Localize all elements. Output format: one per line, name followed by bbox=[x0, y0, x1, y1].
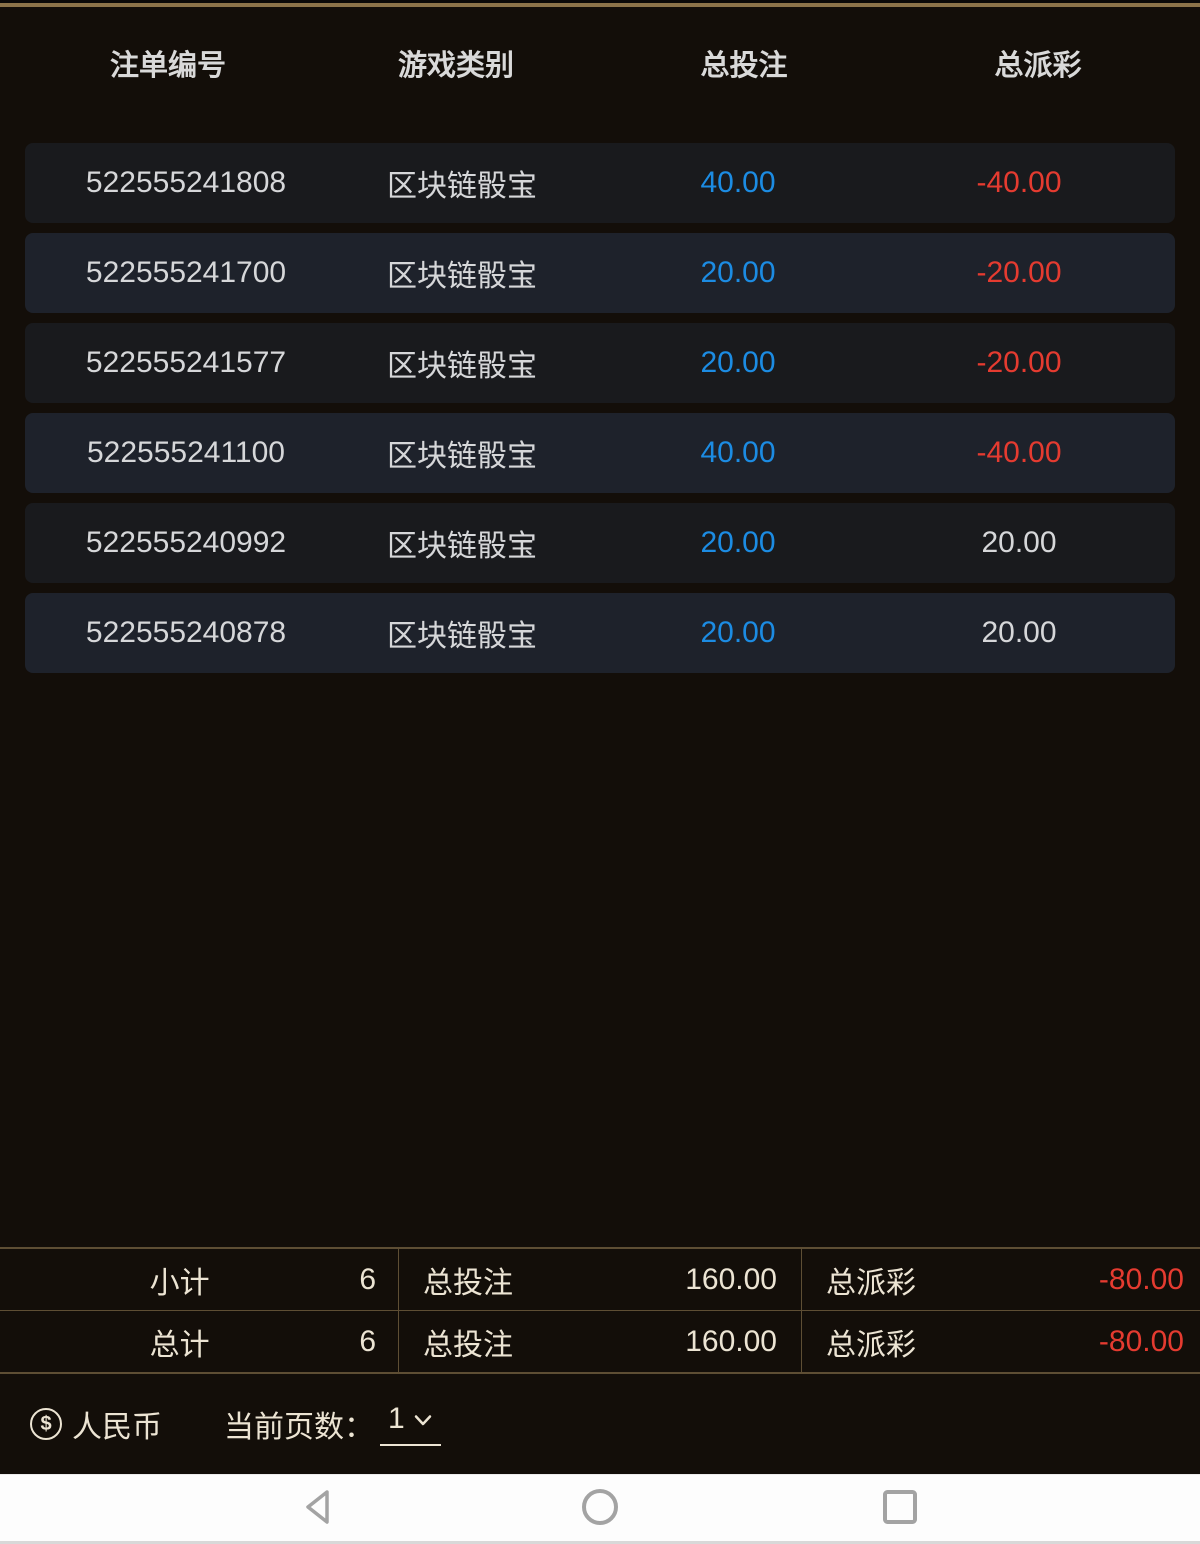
currency-dollar-icon: $ bbox=[30, 1408, 62, 1440]
back-triangle-icon bbox=[306, 1489, 329, 1524]
footer-bar: $ 人民币 当前页数： 1 bbox=[0, 1374, 1200, 1474]
empty-area bbox=[0, 673, 1200, 1247]
bet-id-cell: 522555241100 bbox=[87, 436, 285, 469]
total-bet-cell: 20.00 bbox=[700, 346, 776, 379]
table-header: 注单编号 游戏类别 总投注 总派彩 bbox=[0, 7, 1200, 119]
table-row[interactable]: 522555241100 区块链骰宝 40.00 -40.00 bbox=[25, 413, 1175, 493]
bet-id-cell: 522555240878 bbox=[85, 616, 287, 649]
bet-id-cell: 522555241700 bbox=[85, 256, 287, 289]
total-bet-label: 总投注 bbox=[423, 1328, 513, 1362]
gold-divider-line bbox=[0, 3, 1200, 7]
table-row[interactable]: 522555241700 区块链骰宝 20.00 -20.00 bbox=[25, 233, 1175, 313]
total-payout-cell: -20.00 bbox=[976, 346, 1062, 379]
game-type-cell: 区块链骰宝 bbox=[387, 350, 537, 383]
total-label: 总计 bbox=[149, 1328, 210, 1362]
nav-home-button[interactable] bbox=[580, 1487, 620, 1527]
total-bet-value: 160.00 bbox=[685, 1324, 777, 1358]
android-navigation-bar bbox=[0, 1474, 1200, 1544]
subtotal-bet-label: 总投注 bbox=[423, 1266, 513, 1300]
bet-list: 522555241808 区块链骰宝 40.00 -40.00 52255524… bbox=[25, 143, 1175, 673]
home-circle-icon bbox=[582, 1488, 618, 1525]
bet-id-cell: 522555241808 bbox=[85, 166, 287, 199]
game-type-cell: 区块链骰宝 bbox=[387, 620, 537, 653]
total-bet-cell: 40.00 bbox=[700, 436, 776, 469]
summary-table: 小计 6 总投注 160.00 总派彩 -80.00 总计 6 总投注 160.… bbox=[0, 1247, 1200, 1374]
currency-label: 人民币 bbox=[72, 1411, 162, 1444]
top-strip bbox=[0, 0, 1200, 3]
table-row[interactable]: 522555240992 区块链骰宝 20.00 20.00 bbox=[25, 503, 1175, 583]
recents-square-icon bbox=[883, 1489, 917, 1524]
bet-id-cell: 522555240992 bbox=[85, 526, 287, 559]
table-row[interactable]: 522555241808 区块链骰宝 40.00 -40.00 bbox=[25, 143, 1175, 223]
total-payout-cell: -40.00 bbox=[976, 166, 1062, 199]
total-bet-cell: 20.00 bbox=[700, 526, 776, 559]
subtotal-label: 小计 bbox=[149, 1266, 210, 1300]
nav-bottom-line bbox=[0, 1541, 1200, 1544]
total-payout-cell: 20.00 bbox=[981, 526, 1057, 559]
game-type-cell: 区块链骰宝 bbox=[387, 530, 537, 563]
game-type-cell: 区块链骰宝 bbox=[387, 440, 537, 473]
game-type-cell: 区块链骰宝 bbox=[387, 260, 537, 293]
subtotal-bet-value: 160.00 bbox=[685, 1262, 777, 1296]
page-number-value: 1 bbox=[388, 1402, 405, 1435]
total-bet-cell: 40.00 bbox=[700, 166, 776, 199]
chevron-down-icon bbox=[414, 1415, 431, 1426]
total-bet-cell: 20.00 bbox=[700, 256, 776, 289]
total-payout-cell: -20.00 bbox=[976, 256, 1062, 289]
game-type-cell: 区块链骰宝 bbox=[387, 170, 537, 203]
total-payout-cell: 20.00 bbox=[981, 616, 1057, 649]
total-payout-label: 总派彩 bbox=[826, 1328, 916, 1362]
header-total-payout: 总派彩 bbox=[994, 50, 1082, 82]
header-game-type: 游戏类别 bbox=[397, 50, 514, 82]
total-payout-cell: -40.00 bbox=[976, 436, 1062, 469]
bet-id-cell: 522555241577 bbox=[85, 346, 287, 379]
total-payout-value: -80.00 bbox=[1098, 1324, 1184, 1358]
subtotal-count: 6 bbox=[359, 1262, 376, 1296]
subtotal-payout-value: -80.00 bbox=[1098, 1262, 1184, 1296]
total-bet-cell: 20.00 bbox=[700, 616, 776, 649]
subtotal-row: 小计 6 总投注 160.00 总派彩 -80.00 bbox=[0, 1249, 1200, 1310]
nav-recents-button[interactable] bbox=[882, 1489, 918, 1525]
grand-total-row: 总计 6 总投注 160.00 总派彩 -80.00 bbox=[0, 1310, 1200, 1372]
header-bet-id: 注单编号 bbox=[109, 50, 226, 82]
page-select-dropdown[interactable]: 1 bbox=[380, 1402, 441, 1446]
table-row[interactable]: 522555240878 区块链骰宝 20.00 20.00 bbox=[25, 593, 1175, 673]
header-total-bet: 总投注 bbox=[700, 50, 788, 82]
total-count: 6 bbox=[359, 1324, 376, 1358]
nav-back-button[interactable] bbox=[300, 1487, 336, 1527]
current-page-label: 当前页数： bbox=[224, 1411, 374, 1444]
subtotal-payout-label: 总派彩 bbox=[826, 1266, 916, 1300]
table-row[interactable]: 522555241577 区块链骰宝 20.00 -20.00 bbox=[25, 323, 1175, 403]
